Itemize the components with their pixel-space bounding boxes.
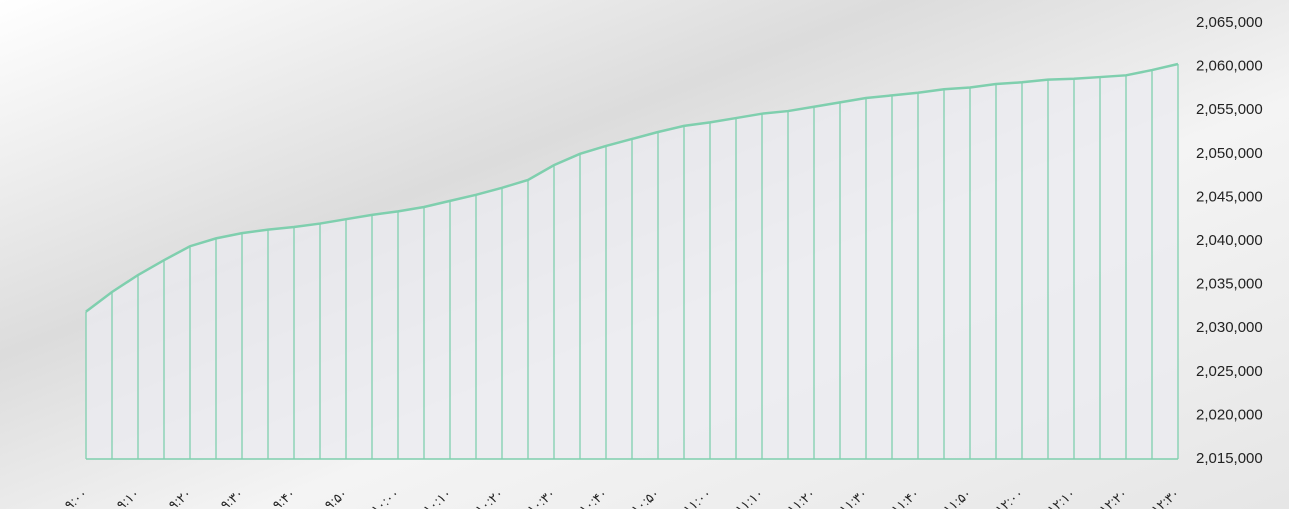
y-tick-label: 2,050,000 bbox=[1196, 145, 1263, 162]
y-tick-label: 2,020,000 bbox=[1196, 406, 1263, 423]
y-tick-label: 2,030,000 bbox=[1196, 319, 1263, 336]
y-tick-label: 2,035,000 bbox=[1196, 276, 1263, 293]
y-tick-label: 2,055,000 bbox=[1196, 101, 1263, 118]
chart: 2,015,000 2,020,000 2,025,000 2,030,000 2,03… bbox=[0, 0, 1289, 509]
y-tick-label: 2,015,000 bbox=[1196, 450, 1263, 467]
y-tick-label: 2,025,000 bbox=[1196, 363, 1263, 380]
page: 2,015,000 2,020,000 2,025,000 2,030,000 2,03… bbox=[0, 0, 1289, 509]
y-tick-label: 2,045,000 bbox=[1196, 188, 1263, 205]
y-tick-label: 2,065,000 bbox=[1196, 14, 1263, 31]
y-tick-label: 2,040,000 bbox=[1196, 232, 1263, 249]
y-tick-label: 2,060,000 bbox=[1196, 58, 1263, 75]
